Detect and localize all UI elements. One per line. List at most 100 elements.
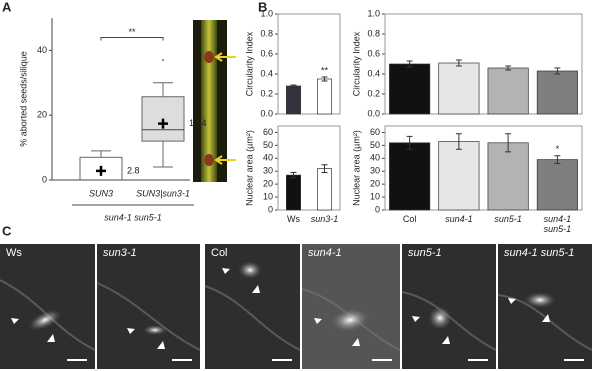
x-tick-label: sun4-1: [445, 214, 473, 224]
error-bar: [455, 133, 462, 150]
y-tick-label: 20: [37, 110, 47, 120]
frame: [384, 125, 583, 211]
y-tick-label: 0.4: [260, 68, 273, 78]
bar: [286, 174, 301, 211]
error-bar: [505, 65, 512, 71]
y-tick-label: 0.0: [260, 108, 273, 118]
group-label: sun4-1 sun5-1: [104, 212, 162, 222]
mean-marker: [96, 165, 106, 176]
error-bar: [554, 155, 561, 164]
y-tick-label: 0.6: [260, 48, 273, 58]
y-tick-label: 20: [370, 179, 380, 189]
cell-outline: [204, 285, 301, 351]
y-tick-label: 40: [370, 153, 380, 163]
error-bar: [505, 133, 512, 153]
y-tick-label: 50: [263, 140, 273, 150]
micrograph: [402, 244, 496, 369]
arrowhead: [352, 338, 360, 346]
y-tick-label: 0.2: [260, 88, 273, 98]
y-tick-label: 10: [263, 191, 273, 201]
micrograph: [302, 244, 400, 369]
y-axis-label: Circularity Index: [244, 31, 254, 96]
arrowhead: [222, 268, 230, 274]
x-tick-label: sun3-1: [310, 214, 339, 224]
x-tick-label-box: Col: [403, 214, 417, 224]
bar: [286, 85, 301, 115]
arrowhead: [47, 334, 55, 342]
frame: [384, 13, 583, 115]
y-tick-label: 0.2: [367, 88, 380, 98]
bar: [536, 70, 578, 115]
micrograph: [97, 244, 200, 369]
error-bar: [554, 67, 561, 75]
arrowhead: [442, 336, 450, 344]
y-tick-label: 40: [263, 153, 273, 163]
frame: [277, 125, 341, 211]
x-tick-label-box: sun3-1: [310, 214, 339, 224]
y-tick-label: 1.0: [367, 8, 380, 18]
x-tick-label-box: sun4-1 sun5-1: [544, 214, 572, 234]
error-bar: [321, 164, 328, 174]
micrograph: [0, 244, 95, 369]
silique-photo: [193, 20, 236, 182]
arrowhead: [542, 314, 550, 322]
mean-marker: [158, 118, 168, 129]
error-bar: [406, 135, 413, 150]
y-tick-label: 50: [370, 140, 380, 150]
error-bar: [455, 59, 462, 67]
image-label: sun5-1: [408, 247, 442, 259]
image-label: sun4-1: [308, 247, 342, 259]
outlier: [162, 59, 164, 62]
x-tick-label: sun5-1: [494, 214, 522, 224]
y-tick-label: 0.0: [367, 108, 380, 118]
arrowhead: [412, 316, 420, 322]
cell-outline: [497, 294, 592, 351]
y-tick-label: 1.0: [260, 8, 273, 18]
significance: **: [128, 27, 136, 37]
arrowhead: [252, 285, 260, 293]
panel-label: B: [258, 0, 267, 14]
image-label: Ws: [6, 247, 22, 259]
error-bar: [406, 60, 413, 68]
x-tick-label: SUN3: [89, 188, 113, 198]
image-label: Col: [211, 247, 228, 259]
y-tick-label: 0: [268, 204, 273, 214]
frame: [277, 13, 341, 115]
bar: [317, 78, 332, 115]
nucleus: [524, 292, 556, 308]
image-label: sun3-1: [103, 247, 137, 259]
y-axis-label: Circularity Index: [351, 31, 361, 96]
y-tick-label: 0.4: [367, 68, 380, 78]
arrowhead: [508, 298, 516, 304]
arrowhead: [11, 318, 19, 324]
y-axis-label: Nuclear area (µm²): [244, 130, 254, 206]
nucleus: [28, 309, 62, 331]
y-tick-label: 0.6: [367, 48, 380, 58]
x-tick-label-box: Ws: [287, 214, 300, 224]
y-tick-label: 30: [370, 166, 380, 176]
bar: [487, 142, 529, 211]
y-axis-label: Nuclear area (µm²): [351, 130, 361, 206]
error-bar: [290, 172, 297, 179]
bar: [389, 142, 431, 211]
nucleus: [428, 306, 452, 330]
arrowhead: [314, 318, 322, 324]
bar: [438, 62, 480, 115]
nucleus: [238, 261, 262, 279]
y-tick-label: 0.8: [367, 28, 380, 38]
x-tick-label-box: sun5-1: [494, 214, 522, 224]
mean-label: 2.8: [127, 165, 140, 175]
y-tick-label: 60: [263, 127, 273, 137]
y-tick-label: 10: [370, 191, 380, 201]
significance-bracket: [100, 36, 164, 41]
y-tick-label: 60: [370, 127, 380, 137]
bar: [438, 141, 480, 211]
nucleus: [143, 325, 167, 335]
cell-outline: [96, 282, 201, 351]
y-tick-label: 0.8: [260, 28, 273, 38]
y-tick-label: 40: [37, 45, 47, 55]
bar: [389, 63, 431, 115]
x-tick-label: SUN3|sun3-1: [136, 188, 190, 198]
nucleus: [330, 307, 370, 333]
